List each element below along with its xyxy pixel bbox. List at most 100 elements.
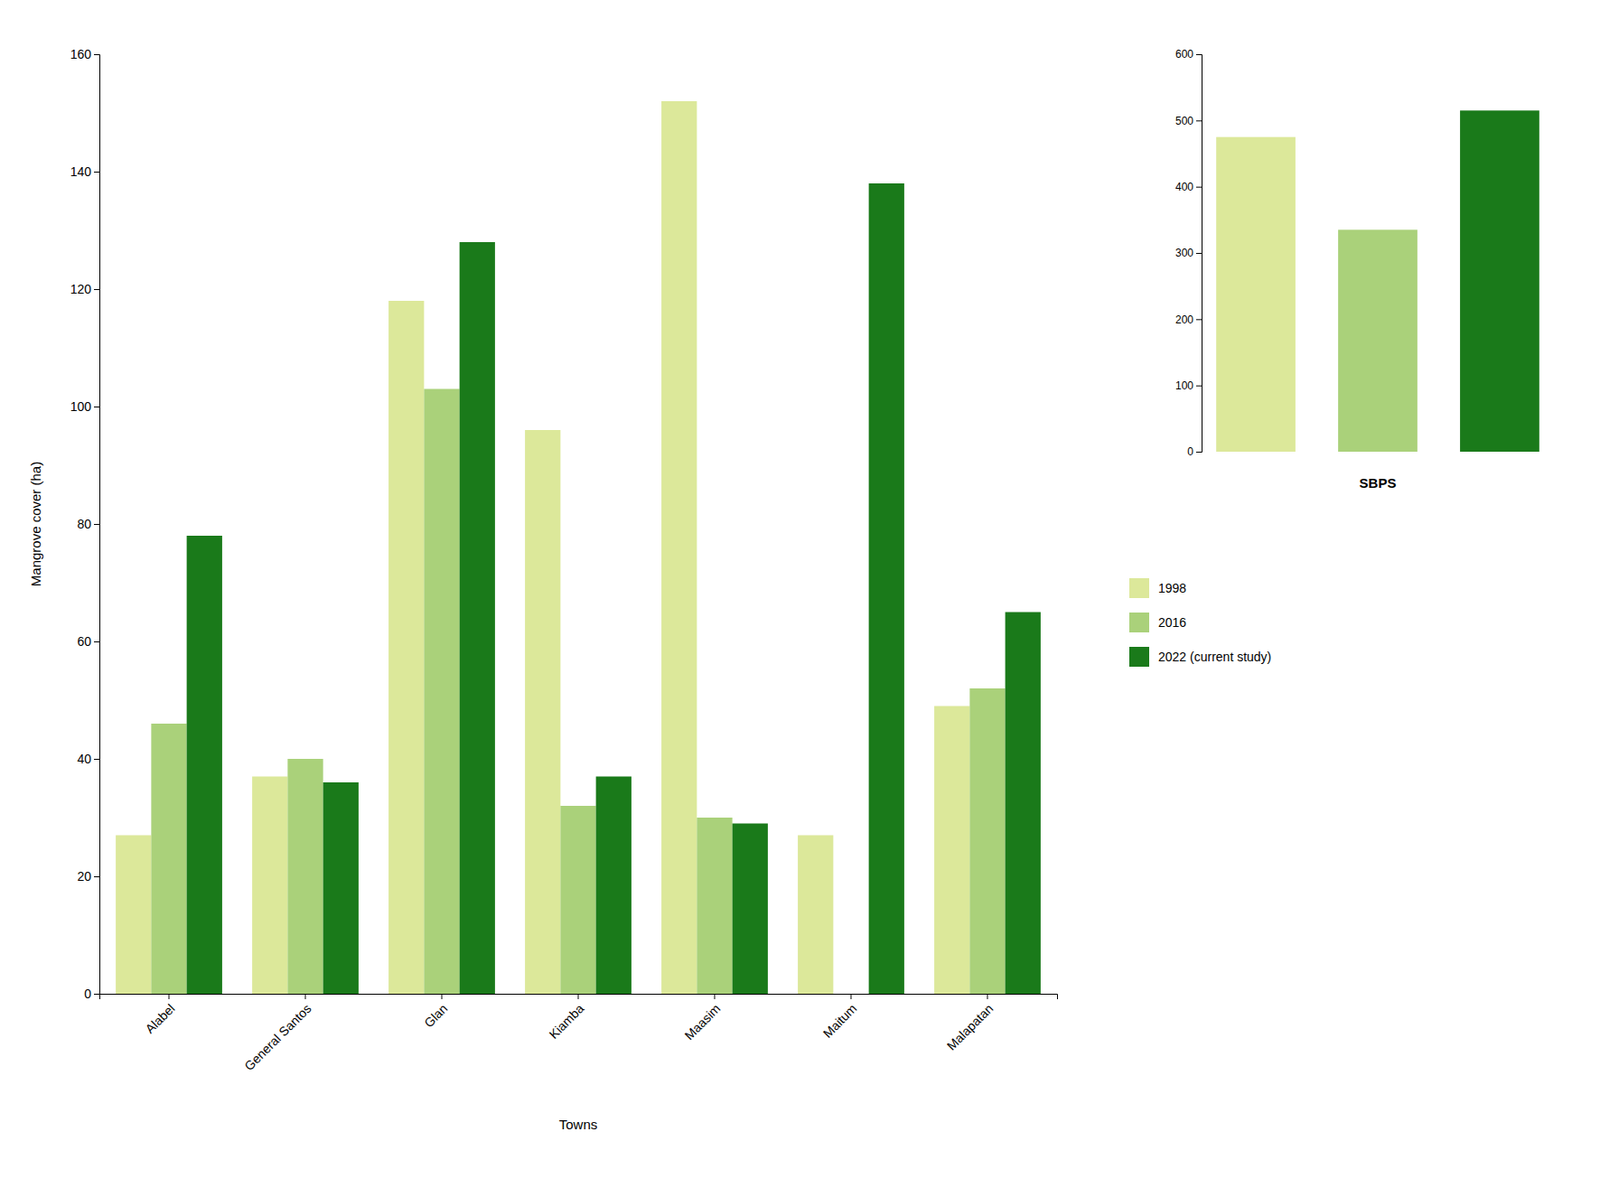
tick: General Santos: [241, 993, 314, 1074]
tick: 400: [1175, 180, 1202, 194]
legend-swatch: [1129, 578, 1150, 599]
legend-label: 1998: [1158, 580, 1187, 596]
tick: Maasim: [681, 993, 723, 1043]
bar: [1459, 110, 1540, 452]
tick-mark: [93, 523, 100, 525]
tick: 60: [76, 634, 100, 649]
bars: [1216, 110, 1540, 452]
tick-mark: [1196, 54, 1202, 56]
tick-label: General Santos: [241, 1001, 314, 1074]
axis-line: [1196, 55, 1203, 453]
tick-mark: [93, 289, 100, 291]
tick-label: 140: [70, 164, 93, 179]
tick-label: Maasim: [681, 1001, 723, 1043]
tick-mark: [578, 993, 580, 1000]
tick-mark: [1196, 252, 1202, 254]
legend-item: 2016: [1129, 612, 1187, 633]
tick-mark: [1196, 187, 1202, 188]
bar: [869, 183, 905, 994]
bars: [115, 101, 1041, 994]
bar: [1216, 137, 1296, 452]
chart: 0 100 200 300 400 500 600 SBPS: [1175, 47, 1540, 491]
tick: 20: [76, 869, 100, 884]
tick-mark: [850, 993, 852, 1000]
tick: 0: [1187, 445, 1202, 459]
bar: [323, 782, 359, 994]
tick: 600: [1175, 47, 1202, 61]
tick-label: 160: [70, 46, 93, 62]
tick-label: Maitum: [820, 1001, 861, 1041]
tick-label: 300: [1175, 246, 1194, 260]
x-axis-title: Towns: [559, 1116, 599, 1133]
legend: 1998 2016 2022 (current study): [1129, 578, 1272, 667]
legend-swatch: [1129, 612, 1150, 633]
tick-mark: [93, 641, 100, 643]
bar: [459, 242, 496, 994]
tick: 100: [70, 399, 100, 414]
tick-label: 0: [1187, 445, 1194, 459]
axis-line: [93, 55, 101, 995]
tick-label: 500: [1175, 114, 1194, 128]
tick: 40: [76, 751, 100, 767]
tick-mark: [93, 406, 100, 408]
bar: [560, 805, 596, 994]
x-axis-title: SBPS: [1359, 475, 1397, 491]
legend-label: 2016: [1158, 615, 1187, 630]
tick-label: 40: [76, 751, 92, 767]
tick-label: 600: [1175, 47, 1194, 61]
bar: [661, 101, 697, 994]
legend-label: 2022 (current study): [1158, 649, 1272, 665]
tick-mark: [305, 993, 307, 1000]
legend-swatch: [1129, 646, 1150, 667]
tick: Kiamba: [546, 993, 588, 1042]
tick-label: 0: [84, 986, 92, 1002]
chart: 0 20 40 60 80 100 120 140 160 Alabel General Santo…: [28, 46, 1058, 1133]
bar: [287, 758, 323, 994]
tick-label: 80: [76, 516, 92, 532]
tick: 160: [70, 46, 100, 62]
tick: 0: [84, 986, 100, 1002]
bar: [1005, 612, 1041, 995]
bar: [934, 706, 970, 995]
tick: 120: [70, 281, 100, 297]
tick: 140: [70, 164, 100, 179]
tick-mark: [713, 993, 715, 1000]
bar: [187, 535, 223, 994]
bar: [969, 688, 1005, 994]
y-axis: 0 20 40 60 80 100 120 140 160: [70, 46, 101, 1002]
tick-mark: [93, 758, 100, 760]
bar: [115, 835, 151, 995]
tick: 200: [1175, 313, 1202, 327]
tick: Maitum: [820, 993, 861, 1041]
tick: 80: [76, 516, 100, 532]
tick: 500: [1175, 114, 1202, 128]
tick-label: 400: [1175, 180, 1194, 194]
tick-label: Malapatan: [944, 1001, 997, 1054]
tick-mark: [93, 54, 100, 56]
bar: [524, 430, 561, 994]
tick: Glan: [421, 993, 450, 1030]
tick-mark: [168, 993, 170, 1000]
y-axis-title: Mangrove cover (ha): [28, 461, 44, 587]
tick: 300: [1175, 246, 1202, 260]
tick: 100: [1175, 379, 1202, 393]
bar: [252, 776, 288, 995]
axis-line: [100, 994, 1058, 1001]
bar: [1338, 229, 1418, 452]
bar: [423, 389, 459, 995]
tick-label: 60: [76, 634, 92, 649]
tick-mark: [1196, 120, 1202, 122]
bar: [388, 300, 424, 994]
tick-label: 120: [70, 281, 93, 297]
tick-label: 100: [1175, 379, 1194, 393]
bar: [832, 993, 869, 995]
chart-root: 0 20 40 60 80 100 120 140 160 Alabel General Santo…: [0, 0, 1600, 1188]
tick: Alabel: [142, 993, 178, 1037]
tick-mark: [93, 876, 100, 878]
tick-mark: [441, 993, 443, 1000]
tick-mark: [1196, 451, 1202, 453]
legend-item: 1998: [1129, 578, 1187, 599]
tick-mark: [93, 171, 100, 173]
tick: Malapatan: [944, 993, 997, 1054]
bar: [596, 776, 632, 995]
